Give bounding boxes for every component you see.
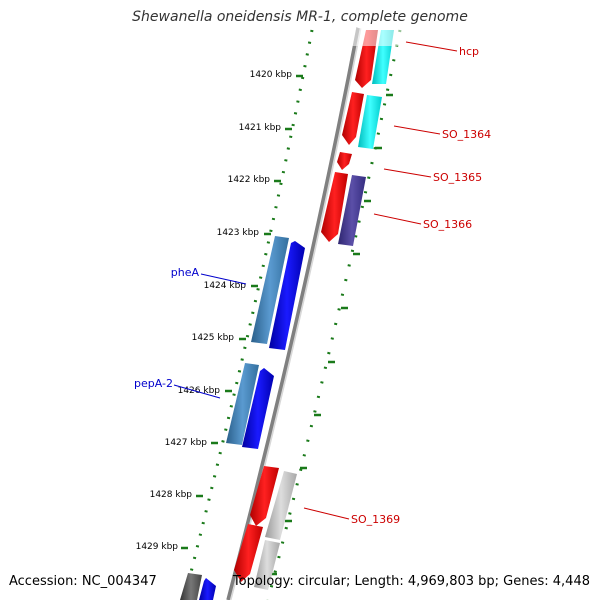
phea-leader — [200, 273, 247, 285]
so1365-leader — [383, 168, 432, 178]
gene-red-1429[interactable] — [234, 524, 263, 582]
gene-label-so1365: SO_1365 — [433, 171, 482, 184]
gene-so1365[interactable] — [337, 152, 352, 170]
gene-dark-bottom[interactable] — [180, 573, 202, 600]
so1366-leader — [373, 213, 422, 225]
gene-so1369-gray[interactable] — [265, 471, 297, 540]
kbp-label: 1428 kbp — [150, 490, 193, 500]
kbp-ticks — [181, 74, 303, 550]
gene-label-hcp: hcp — [459, 45, 479, 58]
gene-so1366-navy[interactable] — [338, 175, 366, 246]
gene-so1364-red[interactable] — [342, 92, 364, 145]
kbp-label: 1427 kbp — [165, 438, 208, 448]
so1369-leader — [303, 507, 350, 520]
kbp-label: 1422 kbp — [228, 175, 271, 185]
kbp-label: 1426 kbp — [178, 386, 221, 396]
kbp-label: 1425 kbp — [192, 333, 235, 343]
label-lines — [173, 41, 458, 520]
forward-genes — [234, 30, 394, 590]
gene-label-phea: pheA — [171, 266, 200, 279]
reverse-genes — [180, 236, 305, 600]
kbp-label: 1421 kbp — [239, 123, 282, 133]
gene-label-so1369: SO_1369 — [351, 513, 400, 526]
kbp-label: 1424 kbp — [204, 281, 247, 291]
kbp-label: 1429 kbp — [136, 542, 179, 552]
gene-phea-blue[interactable] — [269, 241, 305, 350]
so1364-leader — [393, 125, 441, 135]
kbp-labels: 1420 kbp 1421 kbp 1422 kbp 1423 kbp 1424… — [136, 70, 293, 552]
map-title: Shewanella oneidensis MR-1, complete gen… — [132, 9, 468, 25]
hcp-leader — [405, 41, 458, 52]
gene-so1366-red[interactable] — [321, 172, 348, 242]
accession-text: Accession: NC_004347 — [9, 574, 157, 589]
gene-so1364-cyan[interactable] — [358, 95, 382, 149]
gene-pepa2-steel[interactable] — [226, 363, 259, 445]
gene-red-1428a[interactable] — [250, 466, 279, 526]
inner-tick-ring — [182, 29, 314, 601]
genome-backbone — [226, 27, 360, 601]
topology-text: Topology: circular; Length: 4,969,803 bp… — [232, 574, 590, 589]
gene-label-pepa2: pepA-2 — [134, 377, 173, 390]
gene-gray-1429[interactable] — [254, 540, 280, 590]
gene-pepa2-blue[interactable] — [242, 368, 274, 449]
top-fade — [350, 28, 410, 46]
gene-blue-bottom[interactable] — [199, 578, 216, 600]
kbp-label: 1420 kbp — [250, 70, 293, 80]
gene-labels: hcp SO_1364 SO_1365 SO_1366 SO_1369 pheA… — [134, 45, 491, 526]
kbp-label: 1423 kbp — [217, 228, 260, 238]
pepa2-leader — [173, 384, 221, 399]
gene-label-so1366: SO_1366 — [423, 218, 472, 231]
gene-label-so1364: SO_1364 — [442, 128, 491, 141]
gene-phea-steel[interactable] — [251, 236, 289, 344]
